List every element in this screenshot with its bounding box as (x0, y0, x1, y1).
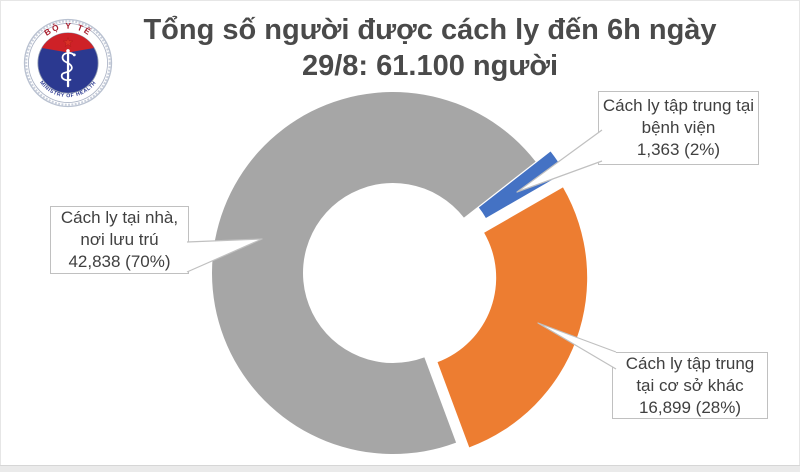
chart-title: Tổng số người được cách ly đến 6h ngày 2… (70, 12, 790, 84)
callout-other-value: 16,899 (28%) (638, 397, 742, 417)
red-star-icon (62, 36, 74, 47)
logo-scallop-ring (25, 20, 111, 106)
callout-box-home: Cách ly tại nhà, nơi lưu trú 42,838 (70%… (50, 206, 189, 274)
rod-of-asclepius-icon (60, 49, 76, 88)
callout-other-line2: tại cơ sở khác (636, 375, 744, 395)
pie-slice-home (211, 92, 536, 455)
callout-home-value: 42,838 (70%) (68, 252, 171, 271)
chart-title-line1: Tổng số người được cách ly đến 6h ngày (143, 14, 717, 46)
callout-other-line1: Cách ly tập trung (625, 353, 755, 373)
callout-box-other-facilities: Cách ly tập trung tại cơ sở khác 16,899 … (612, 352, 768, 419)
callout-box-hospital: Cách ly tập trung tại bệnh viện 1,363 (2… (598, 91, 759, 165)
callout-hospital-value: 1,363 (2%) (636, 140, 721, 159)
ministry-of-health-logo: BỘ Y TẾ MINISTRY OF HEALTH (23, 18, 113, 108)
callout-hospital-line2: bệnh viện (641, 118, 716, 137)
callout-home-line1: Cách ly tại nhà, (60, 208, 179, 227)
callout-home-line2: nơi lưu trú (80, 230, 159, 249)
callout-hospital-line1: Cách ly tập trung tại (602, 96, 755, 115)
bottom-edge-strip (0, 465, 800, 472)
chart-title-line2: 29/8: 61.100 người (301, 50, 558, 82)
pie-slice-other-facilities (437, 187, 588, 448)
